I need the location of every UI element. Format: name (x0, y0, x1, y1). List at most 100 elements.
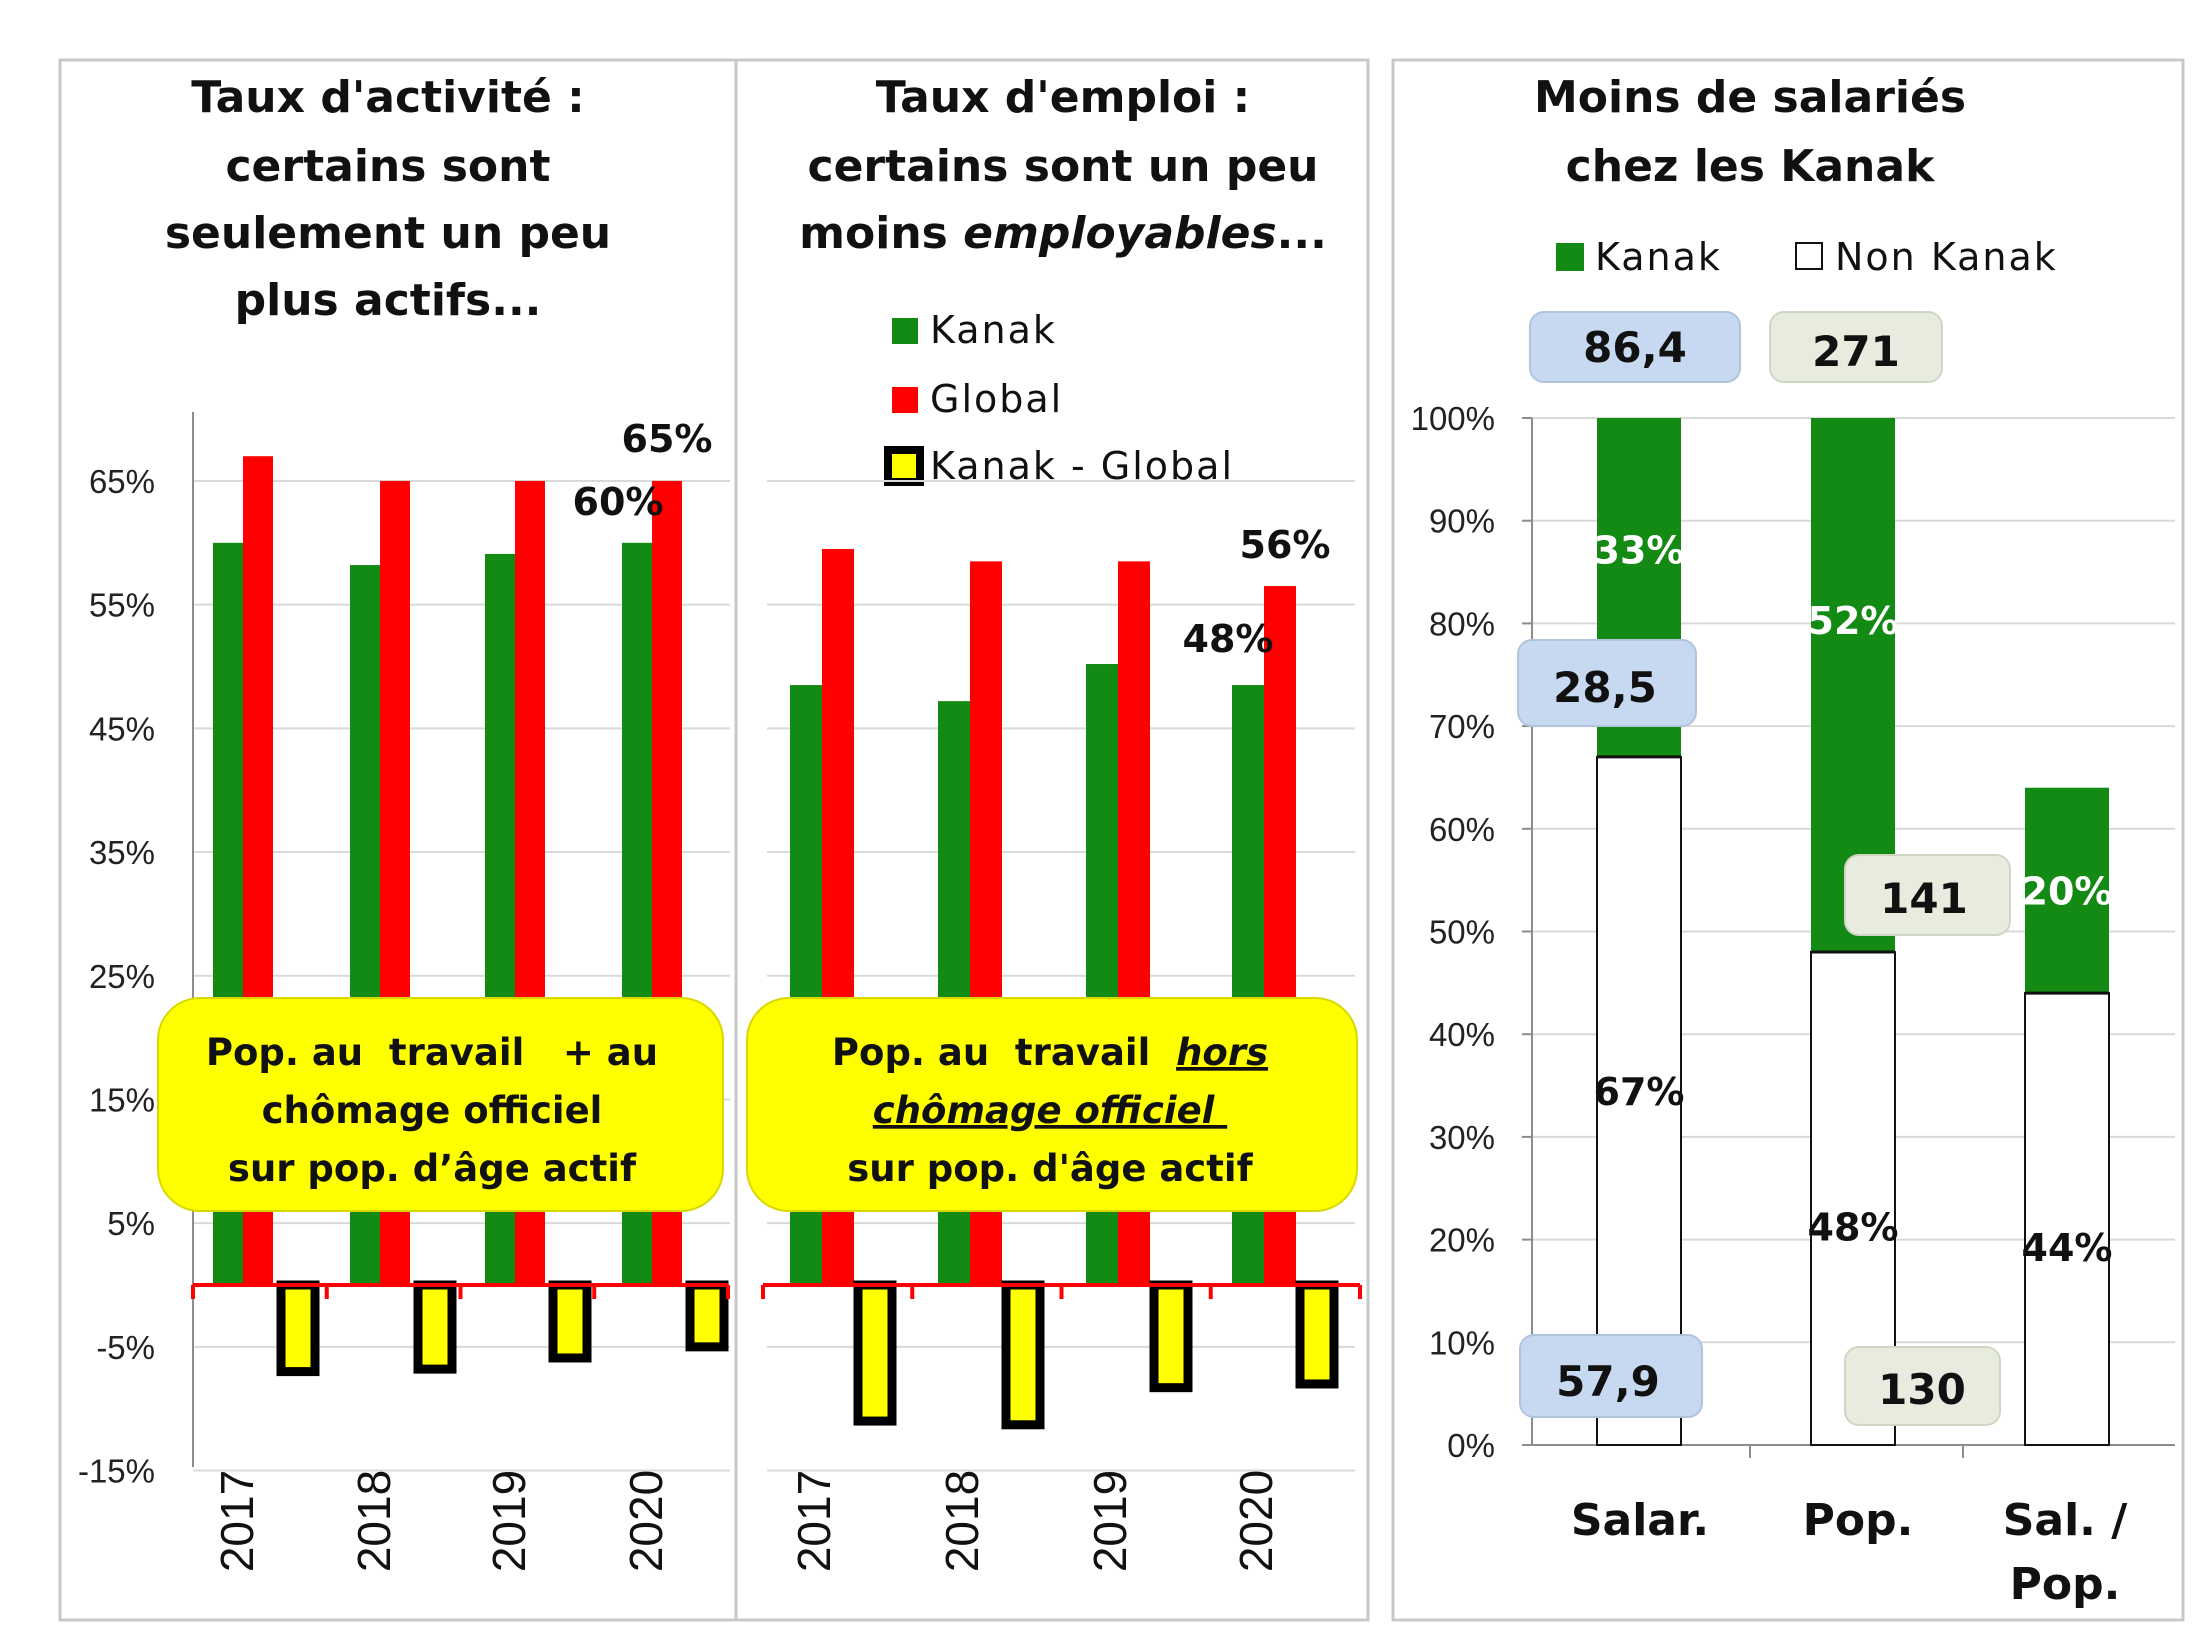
chart1-xtick-labels: 2017 2018 2019 2020 (211, 1470, 672, 1572)
chart2-note-line2: chômage officiel (873, 1089, 1227, 1132)
ytick-label: 30% (1429, 1119, 1495, 1156)
xtick-label-2019: 2019 (483, 1470, 535, 1572)
bar-diff-2020 (1295, 1280, 1339, 1389)
ytick-label: 70% (1429, 708, 1495, 745)
legend-swatch-kanak (892, 318, 918, 344)
chart1-title-line1: Taux d'activité : (191, 72, 584, 123)
ytick-label: 55% (89, 587, 155, 624)
ytick-label: 20% (1429, 1222, 1495, 1259)
xtick-label-2020: 2020 (620, 1470, 672, 1572)
ytick-label: 40% (1429, 1016, 1495, 1053)
chart1-title-line2: certains sont (225, 141, 550, 192)
ytick-label: 15% (89, 1081, 155, 1118)
bar-diff-2019 (1149, 1280, 1193, 1393)
bar-non-kanak (2024, 992, 2110, 1446)
chart3-cat-salpop-line2: Pop. (2010, 1559, 2121, 1610)
ytick-label: 65% (89, 463, 155, 500)
ytick-label: 35% (89, 834, 155, 871)
legend-label-kanak: Kanak (1595, 235, 1722, 279)
chart2-note-hors: hors (1176, 1031, 1268, 1074)
chart2-legend: Kanak Global Kanak - Global (884, 308, 1232, 488)
chart3-title-line2: chez les Kanak (1566, 141, 1936, 192)
callout-130: 130 (1844, 1346, 2001, 1426)
chart2-xtick-labels: 2017 2018 2019 2020 (788, 1470, 1282, 1572)
ytick-label: 60% (1429, 811, 1495, 848)
xtick-label-2020: 2020 (1230, 1470, 1282, 1572)
bar-diff-2017 (276, 1280, 320, 1377)
chart2-title-employables: employables (963, 208, 1276, 259)
label-non-kanak: 44% (2022, 1226, 2113, 1270)
chart2-title-line3: moins employables... (799, 208, 1327, 259)
chart2-title-ellipsis: ... (1277, 208, 1327, 259)
chart-salaried: Moins de salariés chez les Kanak Kanak N… (1411, 72, 2175, 1610)
label-non-kanak: 48% (1808, 1206, 1899, 1250)
chart1-ytick-labels: 65% 55% 45% 35% 25% 15% 5% -5% -15% (78, 463, 155, 1490)
bar-kanak (2025, 787, 2109, 994)
chart3-cat-salar: Salar. (1571, 1495, 1709, 1546)
chart3-ytick-labels: 100% 90% 80% 70% 60% 50% 40% 30% 20% 10% 0% (1411, 400, 1532, 1464)
ytick-label: 90% (1429, 503, 1495, 540)
bar-non-kanak (1596, 755, 1682, 1446)
ytick-label: 5% (107, 1205, 155, 1242)
chart3-cat-salpop-line1: Sal. / (2003, 1495, 2128, 1546)
chart-employment: Taux d'emploi : certains sont un peu moi… (746, 72, 1362, 1572)
chart1-label-kanak-2020: 60% (573, 480, 664, 524)
bar-diff-2018 (413, 1280, 457, 1374)
ytick-label: 80% (1429, 605, 1495, 642)
chart1-label-global-2020: 65% (622, 417, 713, 461)
ytick-label: 0% (1447, 1427, 1495, 1464)
chart3-legend: Kanak Non Kanak (1556, 235, 2058, 279)
chart2-title-moins: moins (799, 208, 963, 259)
xtick-label-2017: 2017 (211, 1470, 263, 1572)
ytick-label: -15% (78, 1453, 155, 1490)
xtick-label-2019: 2019 (1084, 1470, 1136, 1572)
chart3-title-line1: Moins de salariés (1534, 72, 1966, 123)
chart1-zero-line (191, 1283, 730, 1299)
callout-57-9-text: 57,9 (1556, 1357, 1660, 1406)
ytick-label: 100% (1411, 400, 1495, 437)
chart2-note-box: Pop. au travail hors chômage officiel su… (746, 997, 1358, 1212)
chart2-note-line3: sur pop. d'âge actif (847, 1147, 1253, 1190)
chart1-title-line3: seulement un peu (165, 208, 611, 259)
callout-271: 271 (1769, 311, 1943, 383)
callout-28-5-text: 28,5 (1553, 663, 1657, 712)
chart2-note-line1: Pop. au travail hors (832, 1031, 1268, 1074)
label-kanak: 52% (1808, 599, 1899, 643)
bar-diff-2018 (1001, 1280, 1045, 1430)
chart1-note-box: Pop. au travail + au chômage officiel su… (157, 997, 724, 1212)
chart-activity: Taux d'activité : certains sont seulemen… (78, 72, 730, 1572)
legend-label-non-kanak: Non Kanak (1835, 235, 2058, 279)
callout-271-text: 271 (1812, 327, 1900, 376)
xtick-label-2018: 2018 (936, 1470, 988, 1572)
callout-28-5: 28,5 (1517, 639, 1697, 727)
ytick-label: 10% (1429, 1324, 1495, 1361)
xtick-label-2017: 2017 (788, 1470, 840, 1572)
legend-swatch-global (892, 387, 918, 413)
bar-diff-2017 (853, 1280, 897, 1426)
ytick-label: 25% (89, 958, 155, 995)
legend-swatch-kanak (1556, 243, 1584, 271)
chart2-note-prefix: Pop. au travail (832, 1031, 1176, 1074)
xtick-label-2018: 2018 (348, 1470, 400, 1572)
legend-swatch-diff (884, 446, 924, 486)
chart2-title-line1: Taux d'emploi : (876, 72, 1251, 123)
ytick-label: 45% (89, 710, 155, 747)
chart2-title-line2: certains sont un peu (808, 141, 1319, 192)
chart1-note-line2: chômage officiel (262, 1089, 603, 1132)
chart3-cat-pop: Pop. (1803, 1495, 1914, 1546)
callout-57-9: 57,9 (1519, 1334, 1703, 1418)
chart3-segment-labels: 67% 33% 48% 52% 44% 20% (1594, 528, 2113, 1270)
chart1-title-line4: plus actifs... (235, 275, 542, 326)
ytick-label: -5% (96, 1329, 155, 1366)
chart1-note-line1: Pop. au travail + au (206, 1031, 658, 1074)
chart2-zero-line (761, 1283, 1362, 1299)
callout-141: 141 (1844, 854, 2011, 936)
callout-86-4-text: 86,4 (1583, 323, 1687, 372)
chart2-label-kanak-2020: 48% (1183, 617, 1274, 661)
label-kanak: 33% (1594, 528, 1685, 572)
bar-diff-2020 (685, 1280, 729, 1352)
callout-130-text: 130 (1878, 1365, 1966, 1414)
chart1-note-line3: sur pop. d’âge actif (228, 1147, 637, 1190)
legend-label-kanak: Kanak (930, 308, 1057, 352)
